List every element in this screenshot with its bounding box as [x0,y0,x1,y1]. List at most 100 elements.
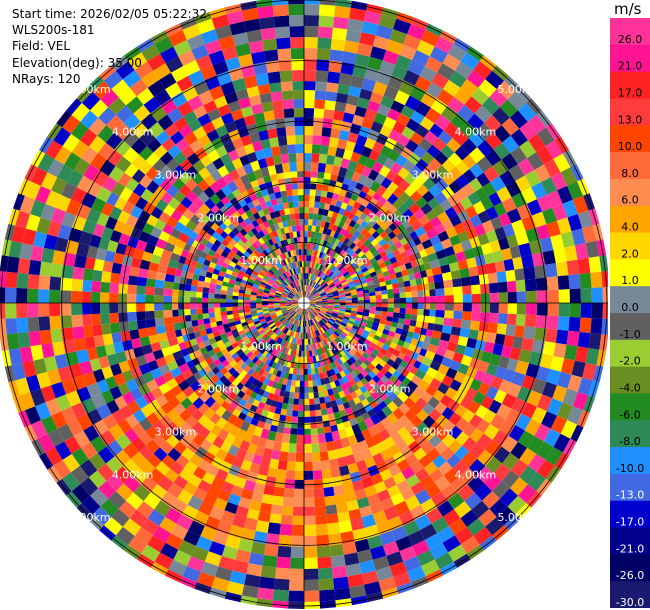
range-gate [376,341,385,348]
range-gate [373,282,381,288]
range-gate [286,297,293,300]
range-gate [403,196,416,209]
range-gate [292,81,304,91]
range-gate [45,398,61,416]
range-gate [394,254,403,262]
range-gate [321,273,327,280]
range-gate [127,303,137,313]
range-gate [263,290,270,294]
range-gate [289,342,294,350]
range-gate [237,239,245,247]
range-gate [248,322,255,328]
range-gate [545,447,563,466]
range-gate [218,355,227,363]
range-gate [388,443,401,457]
range-gate [287,144,297,154]
range-gate [325,311,332,316]
range-gate [145,166,160,181]
range-gate [286,301,293,303]
range-gate [368,169,379,181]
range-gate [298,350,302,357]
range-gate [279,523,293,536]
range-gate [494,226,507,240]
range-gate [317,567,333,580]
range-gate [432,454,447,469]
range-gate [96,186,112,203]
range-gate [375,303,382,308]
range-gate [336,385,343,393]
range-gate [295,338,299,345]
range-gate [136,319,147,330]
range-gate [190,303,197,309]
range-gate [178,362,190,374]
range-gate [384,259,392,267]
range-gate [306,292,310,298]
range-gate [301,320,304,327]
range-gate [254,278,262,284]
range-gate [361,514,376,529]
range-gate [404,184,417,197]
range-gate [147,509,166,527]
range-gate [333,16,350,30]
range-gate [307,326,311,333]
range-gate [162,223,175,235]
range-gate [226,290,233,296]
range-gate [435,346,447,357]
range-gate [316,59,330,72]
range-gate [308,307,313,312]
range-gate [61,211,77,228]
range-gate [251,371,259,379]
range-gate [274,343,280,350]
range-gate [292,90,304,100]
range-gate [331,348,337,355]
range-gate [255,520,270,534]
range-gate [330,237,337,245]
range-gate [416,421,430,435]
range-gate [376,520,392,536]
range-gate [283,372,289,380]
range-gate [232,235,241,243]
range-gate [322,371,329,379]
range-gate [117,382,131,396]
range-gate [376,246,385,254]
range-gate [293,297,299,301]
range-gate [307,314,311,321]
range-gate [247,443,258,455]
range-gate [386,551,404,567]
range-gate [280,299,287,302]
range-gate [492,343,504,356]
range-gate [545,140,563,159]
range-gate [489,353,501,366]
range-gate [315,226,321,233]
range-gate [364,326,372,333]
range-gate [426,228,438,239]
range-gate [546,220,561,237]
instrument-label: WLS200s-181 [12,23,95,38]
range-gate [145,294,155,303]
range-gate [304,291,306,297]
range-gate [259,339,266,346]
range-gate [333,306,340,309]
range-gate [413,346,422,355]
range-gate [345,563,362,577]
range-gate [308,307,313,312]
range-gate [67,170,84,188]
range-gate [326,154,336,166]
range-gate [138,231,151,243]
range-gate [278,324,284,330]
range-gate [191,279,199,287]
range-gate [321,296,328,300]
range-gate [402,256,411,265]
range-gate [51,381,66,399]
range-gate [8,380,20,398]
range-gate [294,392,300,399]
range-gate [167,447,182,462]
range-gate [200,438,213,452]
range-gate [123,113,141,131]
range-gate [278,285,285,290]
range-gate [263,484,275,496]
range-gate [415,397,428,410]
range-gate [238,257,246,264]
range-gate [241,393,250,402]
range-gate [168,197,181,210]
